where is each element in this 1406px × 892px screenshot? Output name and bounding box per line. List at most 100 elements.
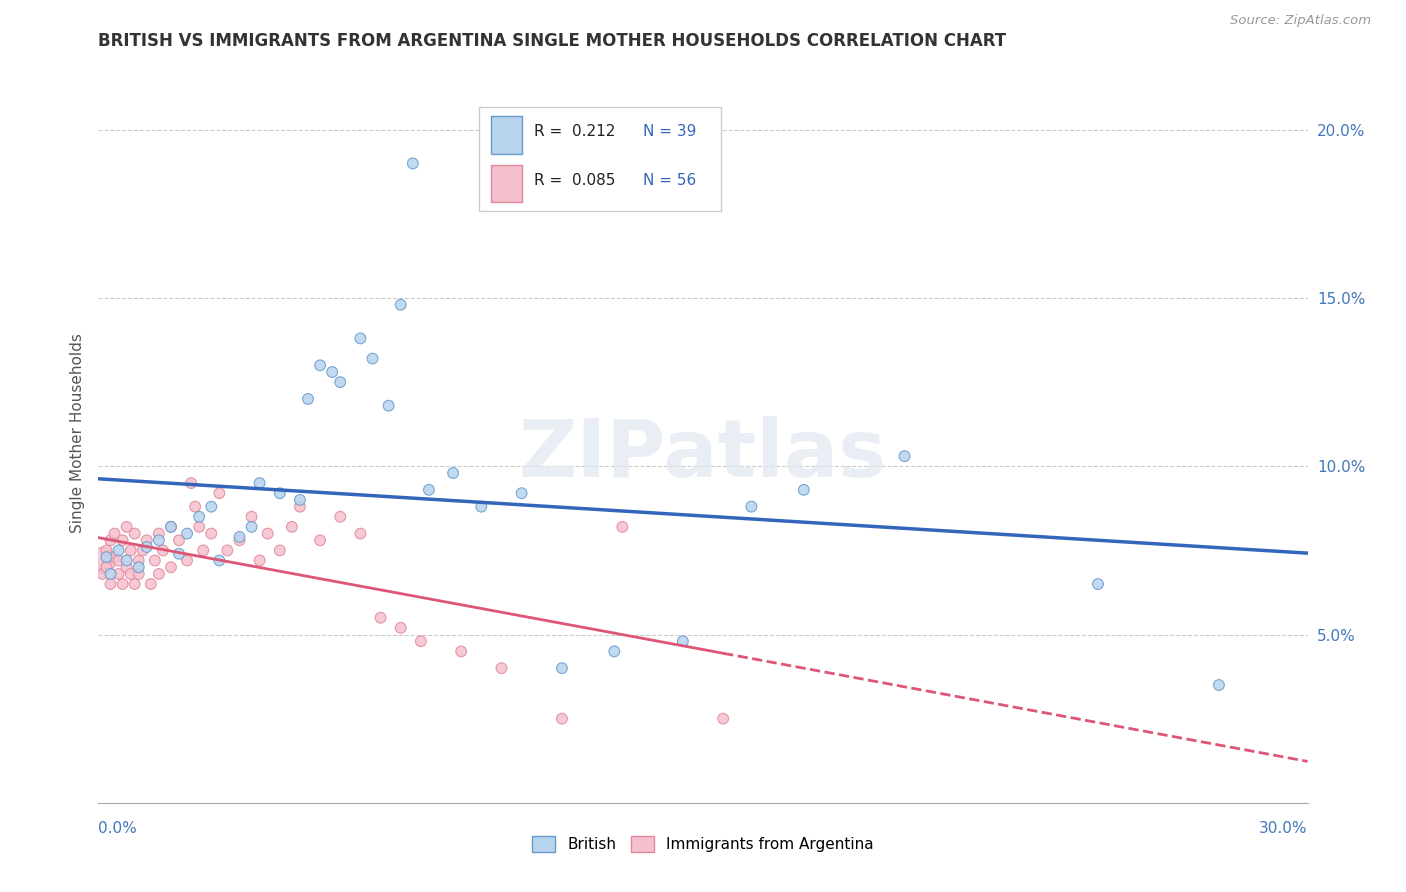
Point xyxy=(124,577,146,591)
Point xyxy=(180,476,202,491)
Text: 30.0%: 30.0% xyxy=(1260,822,1308,837)
Point xyxy=(402,156,425,170)
Point xyxy=(370,610,392,624)
Text: 0.0%: 0.0% xyxy=(98,822,138,837)
Point xyxy=(309,359,332,373)
Point xyxy=(200,500,222,514)
Point xyxy=(321,365,343,379)
Point xyxy=(603,644,626,658)
Point xyxy=(288,492,311,507)
Point xyxy=(193,543,215,558)
Point xyxy=(115,553,138,567)
Point xyxy=(91,553,114,567)
Point xyxy=(510,486,533,500)
Point xyxy=(208,553,231,567)
Point xyxy=(148,566,170,581)
Point xyxy=(96,560,118,574)
Point xyxy=(297,392,319,406)
Point xyxy=(188,520,211,534)
Text: BRITISH VS IMMIGRANTS FROM ARGENTINA SINGLE MOTHER HOUSEHOLDS CORRELATION CHART: BRITISH VS IMMIGRANTS FROM ARGENTINA SIN… xyxy=(98,32,1007,50)
Point xyxy=(128,566,150,581)
Text: ZIPatlas: ZIPatlas xyxy=(519,416,887,494)
Legend: British, Immigrants from Argentina: British, Immigrants from Argentina xyxy=(526,830,880,858)
Point xyxy=(96,543,118,558)
Point xyxy=(135,540,157,554)
Point xyxy=(228,533,250,548)
Point xyxy=(115,560,138,574)
Point xyxy=(612,520,634,534)
Point xyxy=(135,533,157,548)
Point xyxy=(100,533,122,548)
Point xyxy=(361,351,384,366)
Point xyxy=(418,483,440,497)
Point xyxy=(893,449,915,463)
Point xyxy=(152,543,174,558)
Point xyxy=(107,553,129,567)
Point xyxy=(711,712,734,726)
Point xyxy=(111,577,134,591)
Point xyxy=(551,712,574,726)
Point xyxy=(309,533,332,548)
Point xyxy=(100,577,122,591)
Point xyxy=(349,526,371,541)
FancyBboxPatch shape xyxy=(492,117,522,153)
Point xyxy=(200,526,222,541)
Point xyxy=(184,500,207,514)
Point xyxy=(120,543,142,558)
Point xyxy=(217,543,239,558)
Point xyxy=(176,553,198,567)
Point xyxy=(103,526,125,541)
Point xyxy=(349,331,371,345)
Text: N = 39: N = 39 xyxy=(643,124,696,139)
Point xyxy=(240,520,263,534)
Point xyxy=(450,644,472,658)
Point xyxy=(139,577,162,591)
Point xyxy=(103,550,125,565)
Point xyxy=(249,553,271,567)
Point xyxy=(208,486,231,500)
Point xyxy=(389,621,412,635)
Point xyxy=(160,520,183,534)
Point xyxy=(143,553,166,567)
FancyBboxPatch shape xyxy=(479,107,721,211)
Point xyxy=(128,560,150,574)
FancyBboxPatch shape xyxy=(492,165,522,202)
Point xyxy=(120,566,142,581)
Point xyxy=(256,526,278,541)
Point xyxy=(160,520,183,534)
Point xyxy=(115,520,138,534)
Point xyxy=(167,547,190,561)
Point xyxy=(281,520,304,534)
Point xyxy=(672,634,695,648)
Point xyxy=(167,533,190,548)
Point xyxy=(269,486,291,500)
Point xyxy=(491,661,513,675)
Point xyxy=(107,566,129,581)
Text: R =  0.085: R = 0.085 xyxy=(534,173,614,188)
Point xyxy=(111,533,134,548)
Point xyxy=(160,560,183,574)
Point xyxy=(107,543,129,558)
Text: N = 56: N = 56 xyxy=(643,173,696,188)
Point xyxy=(409,634,432,648)
Point xyxy=(188,509,211,524)
Point xyxy=(793,483,815,497)
Point xyxy=(377,399,399,413)
Point xyxy=(124,526,146,541)
Point xyxy=(176,526,198,541)
Point xyxy=(551,661,574,675)
Point xyxy=(269,543,291,558)
Y-axis label: Single Mother Households: Single Mother Households xyxy=(69,333,84,533)
Point xyxy=(288,500,311,514)
Point xyxy=(132,543,155,558)
Text: R =  0.212: R = 0.212 xyxy=(534,124,614,139)
Point xyxy=(240,509,263,524)
Point xyxy=(91,566,114,581)
Text: Source: ZipAtlas.com: Source: ZipAtlas.com xyxy=(1230,14,1371,27)
Point xyxy=(100,566,122,581)
Point xyxy=(228,530,250,544)
Point xyxy=(148,526,170,541)
Point xyxy=(740,500,762,514)
Point xyxy=(1087,577,1109,591)
Point xyxy=(329,375,352,389)
